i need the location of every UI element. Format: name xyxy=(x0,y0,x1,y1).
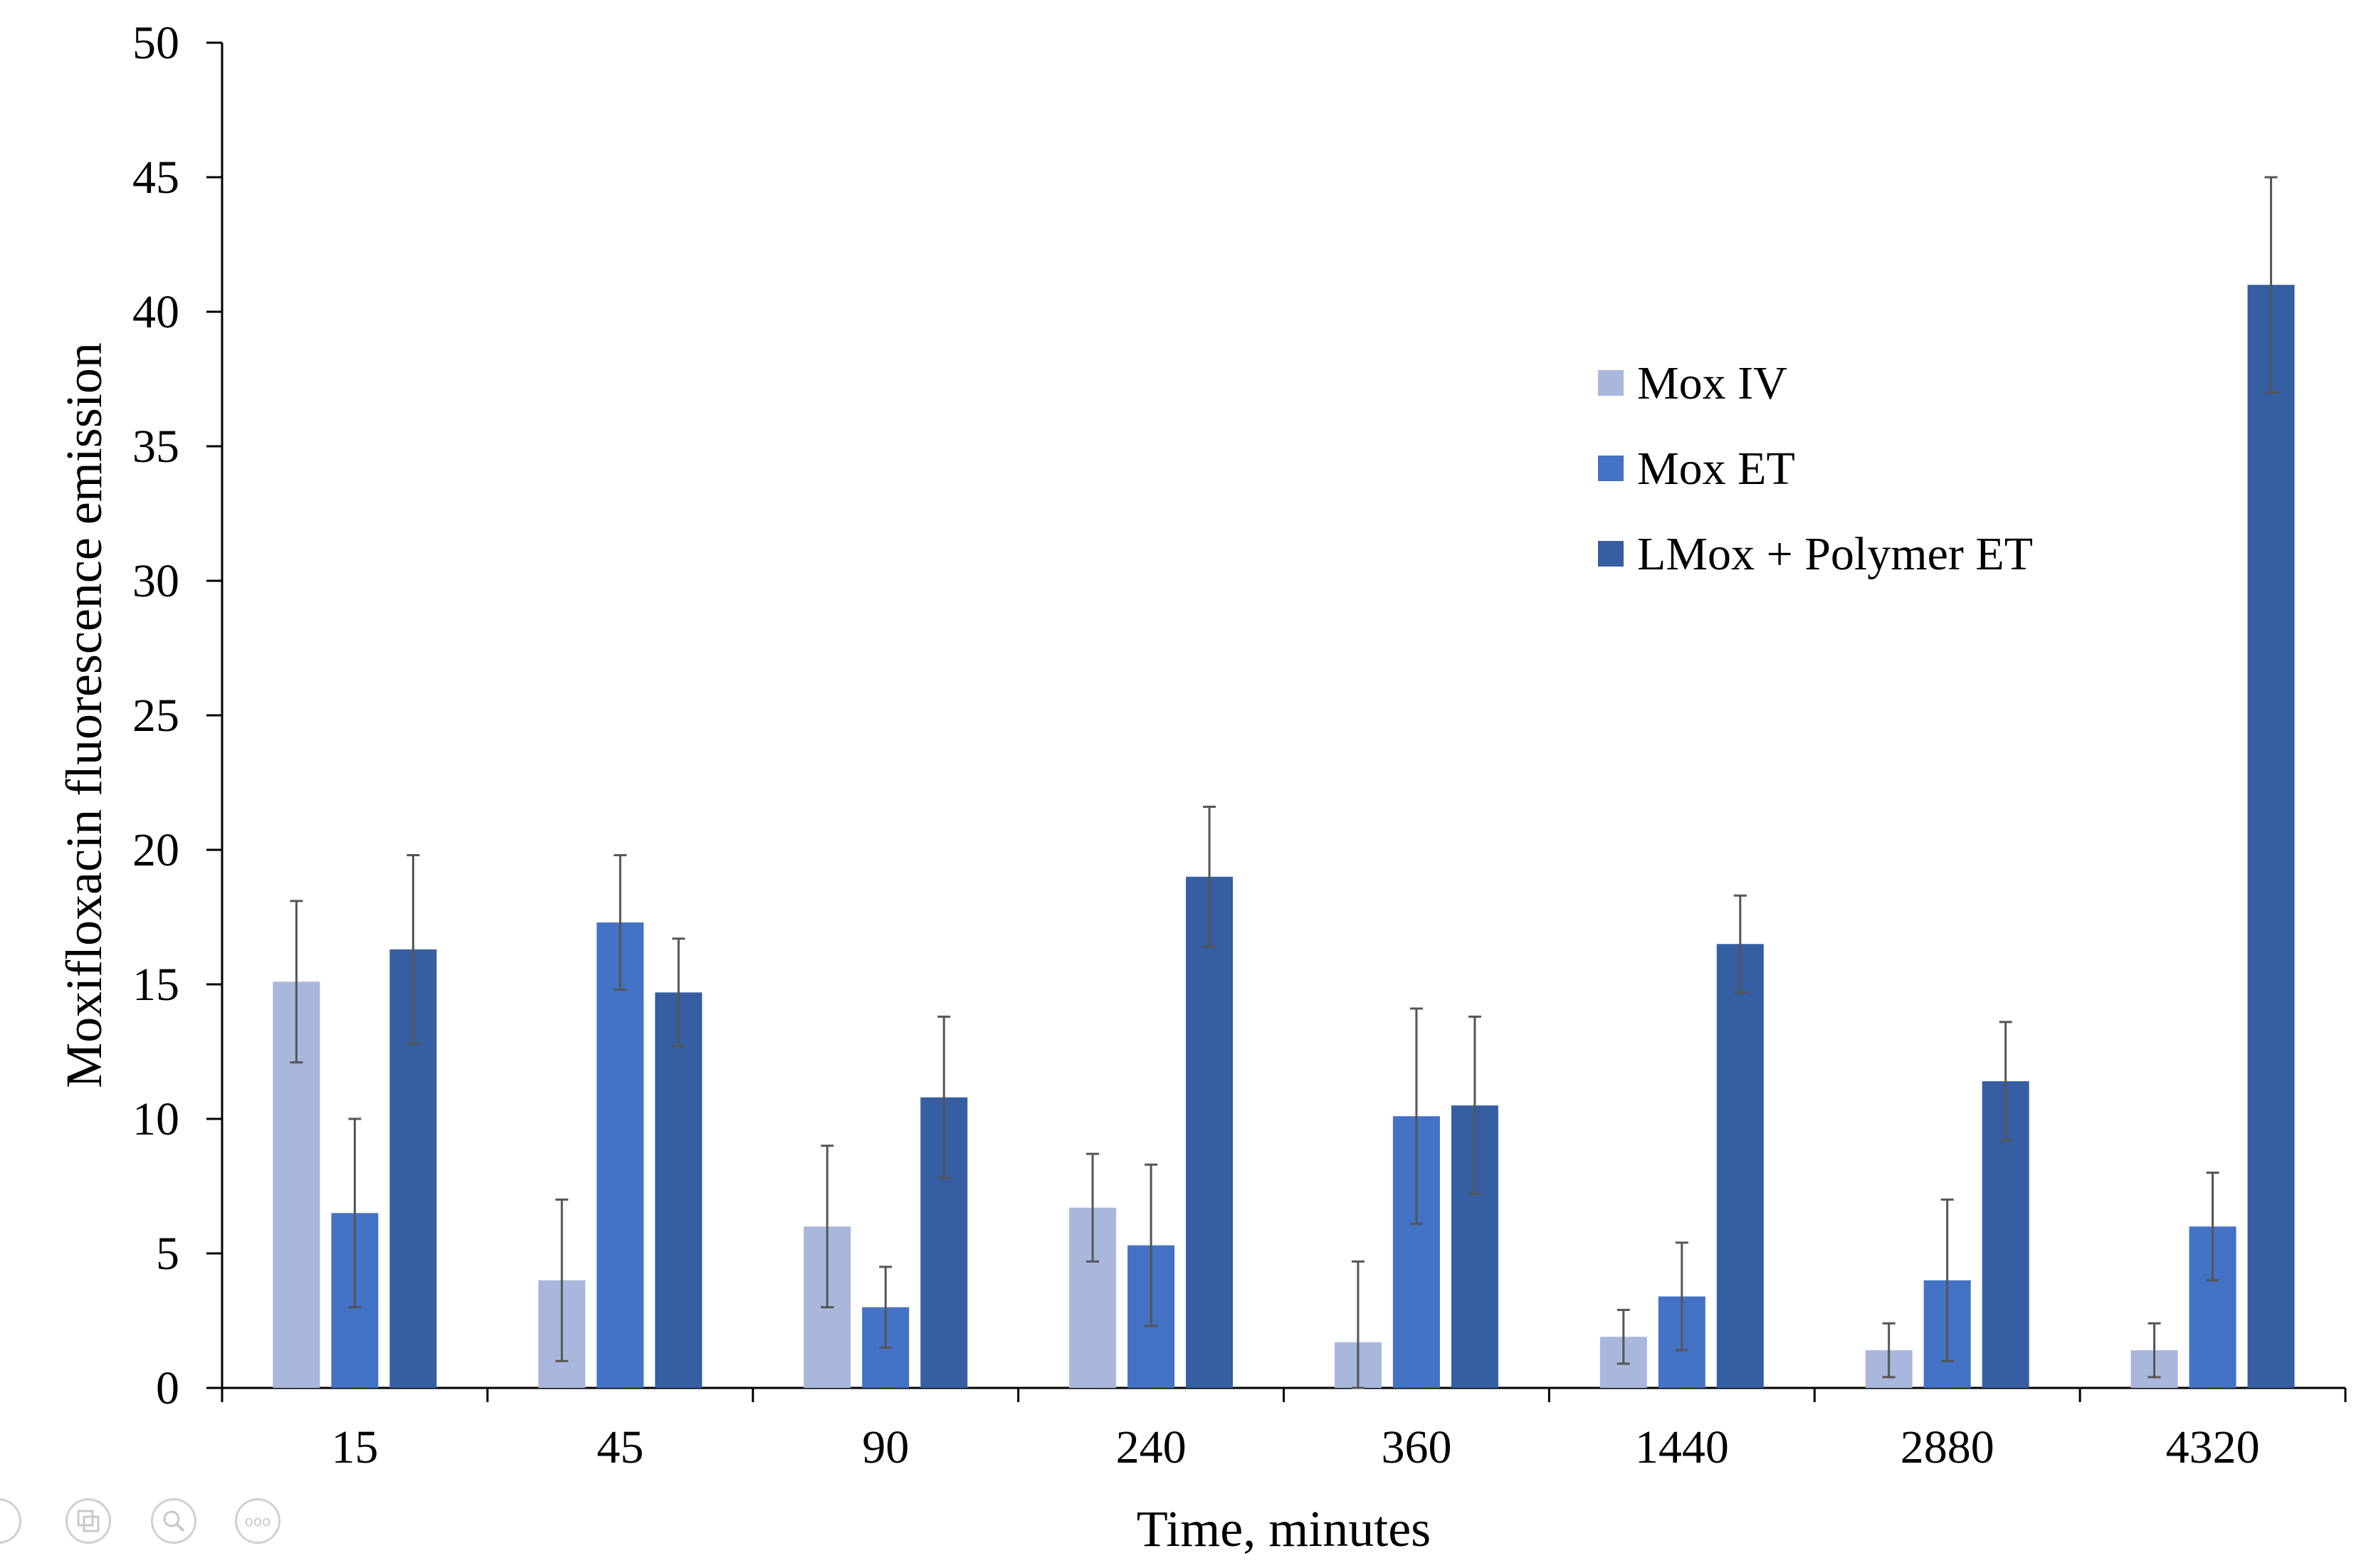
bar xyxy=(2247,285,2295,1389)
x-tick-label: 15 xyxy=(331,1421,378,1473)
x-axis-title: Time, minutes xyxy=(1137,1500,1431,1557)
y-tick-label: 30 xyxy=(132,555,179,607)
x-tick-label: 1440 xyxy=(1635,1421,1729,1473)
legend-label: Mox IV xyxy=(1637,357,1787,409)
x-tick-label: 240 xyxy=(1116,1421,1187,1473)
y-tick-label: 5 xyxy=(156,1228,179,1280)
y-axis: 0 5 10 15 20 25 30 35 40 45 50 xyxy=(132,17,224,1414)
legend-label: Mox ET xyxy=(1637,443,1795,495)
x-tick-label: 45 xyxy=(596,1421,643,1473)
more-icon[interactable]: ooo xyxy=(235,1498,280,1544)
y-tick-label: 20 xyxy=(132,824,179,876)
x-tick-label: 2880 xyxy=(1901,1421,1994,1473)
x-tick-label: 360 xyxy=(1381,1421,1451,1473)
x-tick-label: 4320 xyxy=(2166,1421,2260,1473)
legend-label: LMox + Polymer ET xyxy=(1637,528,2033,580)
y-tick-label: 25 xyxy=(132,690,179,742)
legend-swatch xyxy=(1598,541,1624,567)
error-bars xyxy=(290,176,2278,1389)
bar xyxy=(1186,876,1234,1388)
y-tick-label: 10 xyxy=(132,1093,179,1145)
pages-icon[interactable] xyxy=(65,1498,111,1544)
x-axis: 15 45 90 240 360 1440 2880 4320 xyxy=(221,1387,2347,1473)
zoom-icon[interactable] xyxy=(151,1498,196,1544)
bar xyxy=(655,992,703,1388)
bar xyxy=(596,922,644,1388)
previous-icon[interactable] xyxy=(0,1498,21,1544)
viewer-controls: ooo xyxy=(0,1498,299,1562)
y-tick-label: 35 xyxy=(132,421,179,473)
y-tick-label: 15 xyxy=(132,959,179,1011)
y-tick-label: 0 xyxy=(156,1362,179,1414)
y-tick-label: 50 xyxy=(132,17,179,69)
bars xyxy=(273,285,2295,1389)
legend: Mox IV Mox ET LMox + Polymer ET xyxy=(1598,357,2033,580)
more-label: ooo xyxy=(244,1512,271,1530)
bar xyxy=(1716,944,1764,1388)
y-tick-label: 45 xyxy=(132,152,179,204)
y-axis-title: Moxifloxacin fluorescence emission xyxy=(56,342,112,1088)
x-tick-label: 90 xyxy=(862,1421,909,1473)
legend-swatch xyxy=(1598,370,1624,396)
legend-swatch xyxy=(1598,456,1624,481)
y-tick-label: 40 xyxy=(132,286,179,338)
